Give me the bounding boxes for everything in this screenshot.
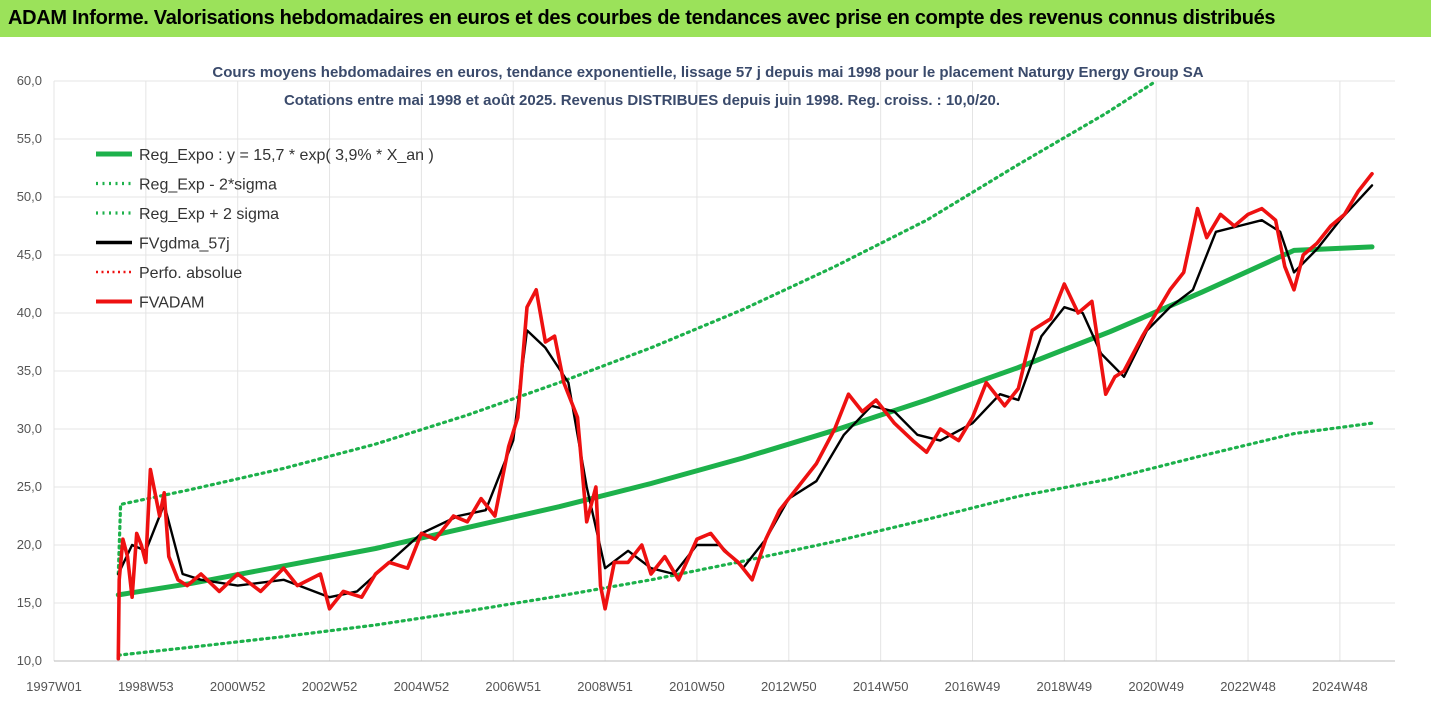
- series-line-1: [116, 421, 1374, 657]
- legend-label: Reg_Exp - 2*sigma: [139, 177, 277, 194]
- legend-label: Reg_Expo : y = 15,7 * exp( 3,9% * X_an ): [139, 147, 434, 164]
- legend-label: Perfo. absolue: [139, 265, 242, 282]
- x-tick-label: 2018W49: [1037, 679, 1093, 694]
- x-tick-label: 2024W48: [1312, 679, 1368, 694]
- y-tick-label: 20,0: [17, 537, 42, 552]
- series-line-4: [116, 172, 1374, 661]
- banner: ADAM Informe. Valorisations hebdomadaire…: [0, 0, 1431, 37]
- x-tick-label: 2020W49: [1128, 679, 1184, 694]
- chart-svg: 10,0 15,0 20,0 25,0 30,0 35,0 40,0 45,0 50,0 55,0…: [17, 64, 1395, 694]
- x-tick-label: 2004W52: [394, 679, 450, 694]
- x-tick-label: 2002W52: [302, 679, 358, 694]
- chart-area: 10,0 15,0 20,0 25,0 30,0 35,0 40,0 45,0 50,0 55,0…: [0, 37, 1431, 718]
- x-tick-label: 2022W48: [1220, 679, 1276, 694]
- grid-lines: [53, 80, 1395, 662]
- y-tick-label: 10,0: [17, 653, 42, 668]
- y-tick-label: 40,0: [17, 305, 42, 320]
- x-tick-label: 2006W51: [485, 679, 541, 694]
- series-line-0: [115, 244, 1375, 598]
- x-tick-label: 1998W53: [118, 679, 174, 694]
- x-tick-label: 2010W50: [669, 679, 725, 694]
- y-tick-label: 60,0: [17, 73, 42, 88]
- x-tick-label: 2014W50: [853, 679, 909, 694]
- y-tick-label: 35,0: [17, 363, 42, 378]
- x-tick-label: 2012W50: [761, 679, 817, 694]
- y-tick-label: 55,0: [17, 131, 42, 146]
- y-tick-label: 25,0: [17, 479, 42, 494]
- x-tick-label: 2016W49: [945, 679, 1001, 694]
- y-tick-label: 45,0: [17, 247, 42, 262]
- x-tick-label: 1997W01: [26, 679, 82, 694]
- legend: Reg_Expo : y = 15,7 * exp( 3,9% * X_an )…: [96, 147, 434, 312]
- y-tick-label: 15,0: [17, 595, 42, 610]
- chart-subtitle: Cotations entre mai 1998 et août 2025. R…: [284, 92, 1000, 109]
- y-tick-label: 30,0: [17, 421, 42, 436]
- legend-label: Reg_Exp + 2 sigma: [139, 206, 279, 223]
- x-axis: 1997W01 1998W53 2000W52 2002W52 2004W52 2006W…: [26, 660, 1395, 694]
- series-lines: [115, 79, 1375, 661]
- y-axis: 10,0 15,0 20,0 25,0 30,0 35,0 40,0 45,0 50,0 55,0…: [17, 73, 42, 668]
- y-tick-label: 50,0: [17, 189, 42, 204]
- series-line-2: [116, 79, 1158, 576]
- legend-label: FVADAM: [139, 295, 204, 312]
- x-tick-label: 2000W52: [210, 679, 266, 694]
- chart-title: Cours moyens hebdomadaires en euros, ten…: [212, 64, 1203, 81]
- legend-label: FVgdma_57j: [139, 236, 230, 253]
- series-line-3: [117, 184, 1374, 599]
- x-tick-label: 2008W51: [577, 679, 633, 694]
- banner-title: ADAM Informe. Valorisations hebdomadaire…: [8, 7, 1276, 29]
